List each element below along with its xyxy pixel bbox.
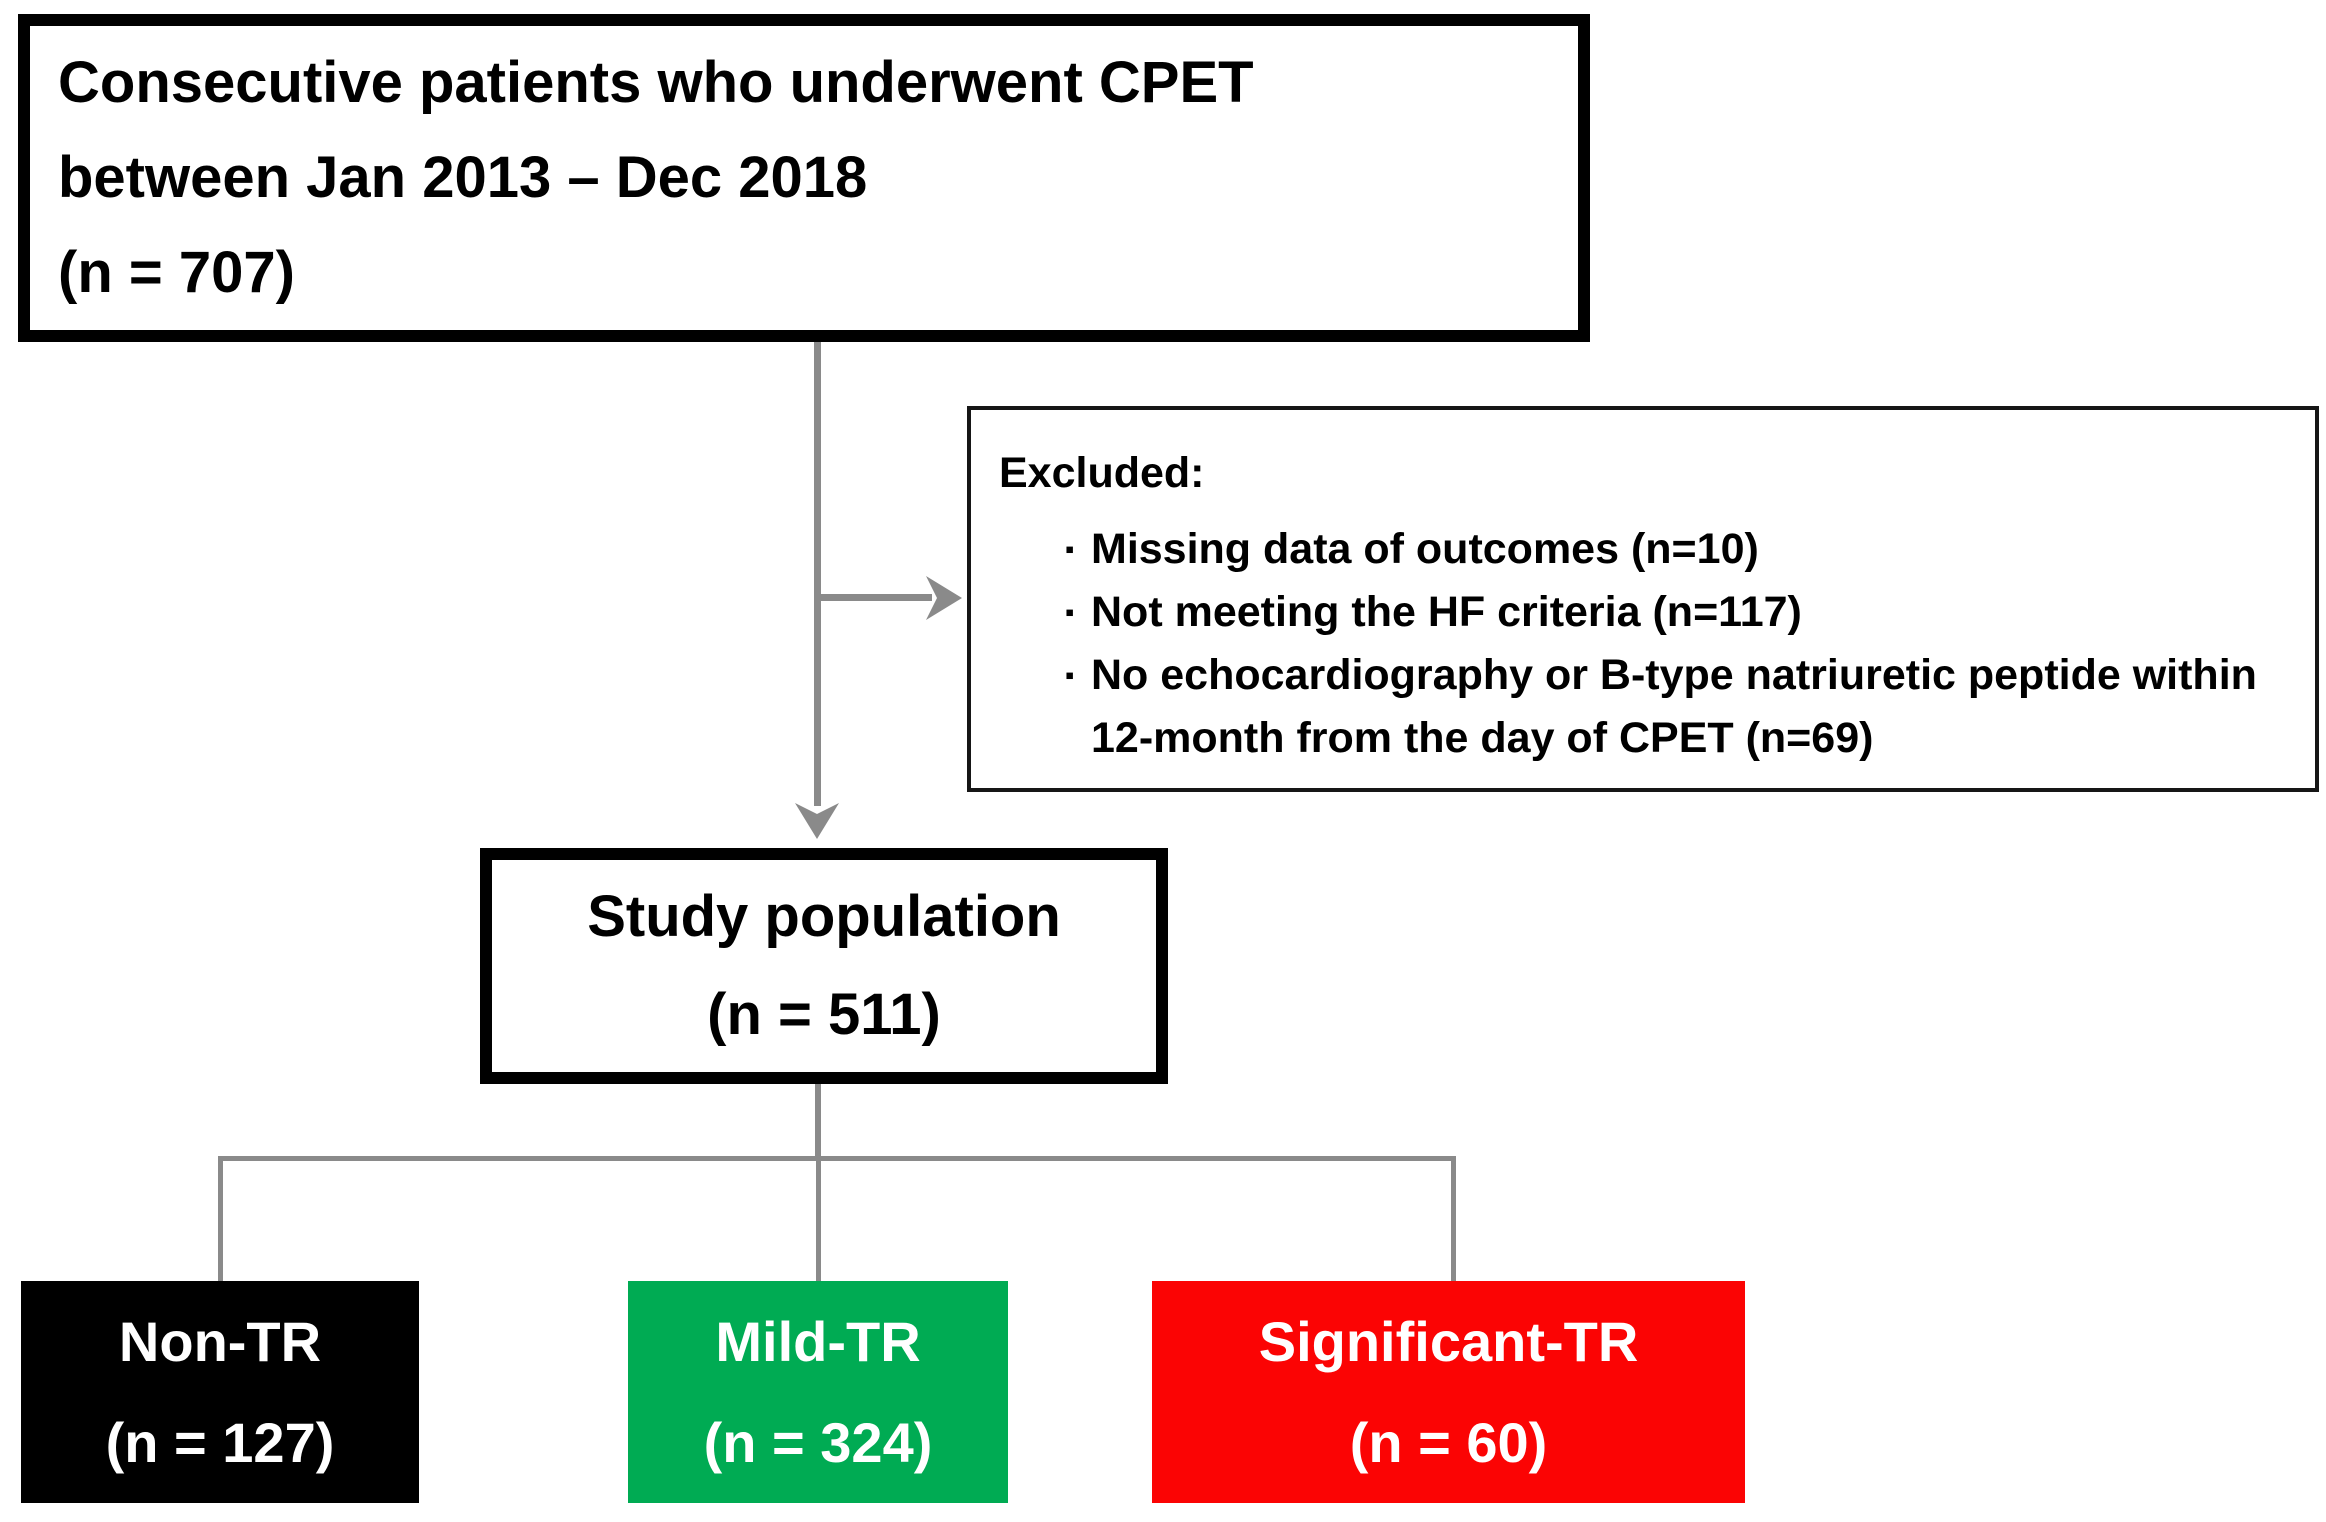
bullet-icon: ▪	[1065, 659, 1075, 690]
excluded-item-2: ▪ Not meeting the HF criteria (n=117)	[995, 581, 2291, 644]
connector-vertical-below-study	[815, 1084, 821, 1160]
connector-drop-center	[816, 1156, 821, 1283]
bullet-icon: ▪	[1065, 533, 1075, 564]
connector-branch-horizontal	[218, 1156, 1456, 1161]
top-box-line-1: Consecutive patients who underwent CPET	[58, 50, 1254, 116]
group-non-tr-label: Non-TR	[118, 1309, 322, 1373]
excluded-item-3: ▪ No echocardiography or B-type natriure…	[995, 644, 2291, 770]
arrow-down-icon	[795, 803, 839, 839]
study-box-line-1: Study population	[587, 884, 1061, 950]
bullet-icon: ▪	[1065, 596, 1075, 627]
study-box-line-2: (n = 511)	[707, 982, 941, 1048]
excluded-item-3-text: No echocardiography or B-type natriureti…	[1091, 650, 2257, 762]
connector-vertical-main	[814, 342, 821, 806]
group-mild-tr-label: Mild-TR	[715, 1309, 921, 1373]
excluded-item-1-text: Missing data of outcomes (n=10)	[1091, 524, 1759, 573]
excluded-box: Excluded: ▪ Missing data of outcomes (n=…	[967, 406, 2319, 792]
group-sig-tr-label: Significant-TR	[1258, 1309, 1639, 1373]
connector-drop-right	[1451, 1156, 1456, 1283]
connector-horizontal-to-excluded	[818, 594, 932, 601]
study-population-box: Study population (n = 511)	[480, 848, 1168, 1084]
top-box-line-3: (n = 707)	[58, 239, 295, 305]
connector-drop-left	[218, 1156, 223, 1283]
top-box-line-2: between Jan 2013 – Dec 2018	[58, 145, 868, 211]
group-box-non-tr: Non-TR (n = 127)	[21, 1281, 419, 1503]
group-non-tr-count: (n = 127)	[105, 1410, 335, 1474]
excluded-item-1: ▪ Missing data of outcomes (n=10)	[995, 518, 2291, 581]
group-sig-tr-count: (n = 60)	[1349, 1410, 1548, 1474]
arrow-right-icon	[926, 576, 962, 620]
group-mild-tr-count: (n = 324)	[703, 1410, 933, 1474]
group-box-mild-tr: Mild-TR (n = 324)	[628, 1281, 1008, 1503]
group-box-significant-tr: Significant-TR (n = 60)	[1152, 1281, 1745, 1503]
excluded-heading: Excluded:	[999, 449, 1205, 497]
top-box-consecutive-patients: Consecutive patients who underwent CPET …	[18, 14, 1590, 342]
excluded-item-2-text: Not meeting the HF criteria (n=117)	[1091, 587, 1802, 636]
